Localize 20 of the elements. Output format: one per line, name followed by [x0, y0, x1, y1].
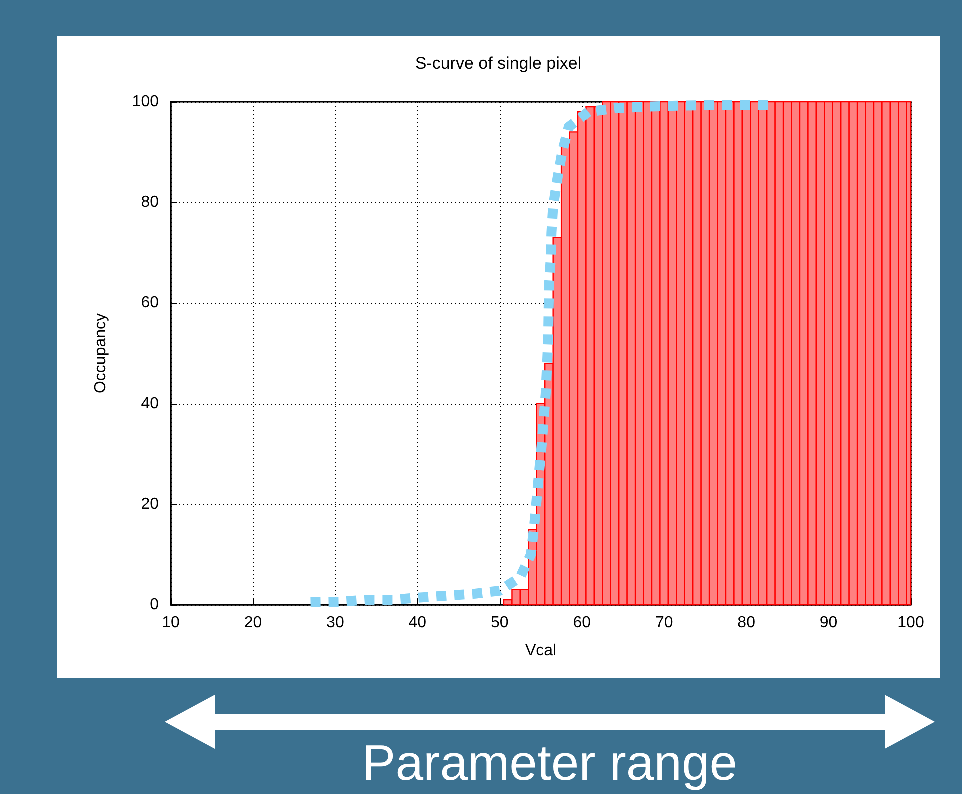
x-axis-title: Vcal	[525, 642, 557, 660]
x-tick-label: 50	[490, 614, 509, 632]
x-tick-label: 10	[162, 614, 180, 632]
y-tick-label: 40	[141, 395, 160, 412]
x-tick-label: 20	[244, 614, 262, 632]
x-tick-label: 90	[820, 614, 838, 632]
x-tick-label: 80	[738, 614, 756, 632]
x-tick-label: 30	[326, 614, 344, 632]
y-tick-label: 100	[132, 94, 160, 110]
y-axis-title: Occupancy	[92, 313, 110, 394]
chart-title: S-curve of single pixel	[415, 54, 582, 73]
y-tick-label: 80	[141, 194, 160, 212]
x-tick-label: 40	[408, 614, 427, 632]
y-tick-label: 0	[150, 596, 160, 614]
text: Parameter range	[361, 735, 739, 791]
y-tick-label: 60	[141, 294, 160, 312]
y-tick-label: 20	[141, 496, 160, 513]
x-tick-label: 60	[573, 614, 592, 632]
x-tick-label: 70	[655, 614, 674, 632]
x-tick-label: 100	[898, 614, 924, 632]
